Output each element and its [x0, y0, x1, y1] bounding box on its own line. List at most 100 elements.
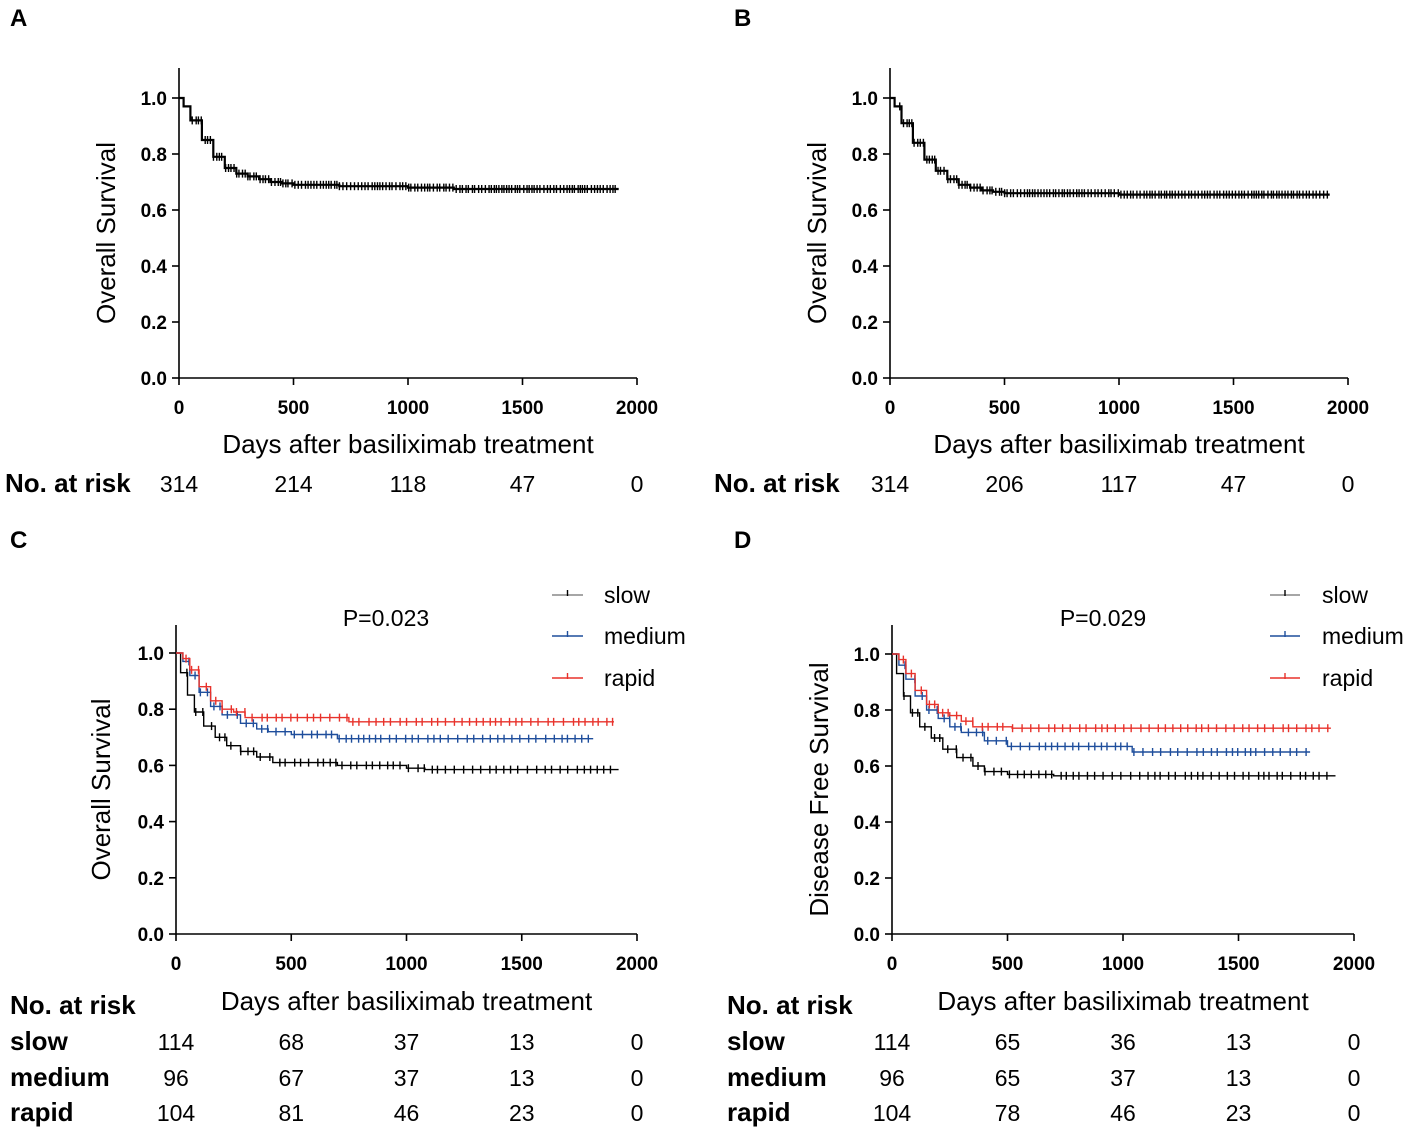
survival-curve-rapid: [176, 652, 614, 723]
risk-count: 96: [163, 1065, 189, 1091]
series-slow: [176, 652, 619, 774]
risk-count: 37: [1110, 1065, 1136, 1091]
panel-letter: B: [734, 5, 751, 32]
x-tick-label: 500: [989, 398, 1021, 419]
risk-count: 37: [394, 1029, 420, 1055]
risk-table: No. at risk 314 214 118 47 0: [5, 468, 643, 498]
risk-count: 13: [509, 1065, 535, 1091]
risk-row-label-medium: medium: [727, 1062, 827, 1092]
risk-table-heading: No. at risk: [727, 990, 853, 1020]
risk-count: 65: [995, 1065, 1021, 1091]
risk-count: 37: [394, 1065, 420, 1091]
series-all: [890, 96, 1330, 199]
risk-table-heading: No. at risk: [714, 468, 840, 498]
p-value: P=0.023: [343, 605, 429, 631]
y-tick-label: 0.4: [852, 257, 879, 278]
legend-label-medium: medium: [1322, 623, 1404, 649]
y-tick-label: 0.4: [141, 257, 168, 278]
risk-count: 0: [1342, 471, 1355, 497]
risk-count: 81: [278, 1100, 304, 1126]
risk-count: 206: [985, 471, 1023, 497]
risk-count: 0: [1348, 1029, 1361, 1055]
risk-table: No. at risk slow 114 68 37 13 0 medium 96 67 37 13 0…: [10, 990, 643, 1127]
risk-count: 114: [874, 1029, 911, 1055]
series-medium: [892, 653, 1311, 756]
risk-count: 65: [995, 1029, 1021, 1055]
risk-count: 13: [1226, 1065, 1252, 1091]
risk-count: 46: [1110, 1100, 1136, 1126]
x-tick-label: 1000: [385, 954, 427, 975]
risk-count: 47: [510, 471, 536, 497]
y-tick-label: 0.8: [854, 701, 880, 722]
panel-letter: D: [734, 527, 751, 554]
risk-count: 36: [1110, 1029, 1136, 1055]
y-tick-label: 0.6: [138, 756, 164, 777]
risk-count: 0: [1348, 1065, 1361, 1091]
panel-d: D 0.0 0.2 0.4 0.6 0.8 1.0 0 500 1000 1500 2000 Days …: [727, 527, 1404, 1127]
risk-row-label-medium: medium: [10, 1062, 110, 1092]
y-tick-label: 1.0: [852, 89, 878, 110]
legend-label-rapid: rapid: [1322, 665, 1373, 691]
y-tick-label: 0.0: [852, 369, 878, 390]
legend-label-rapid: rapid: [604, 665, 655, 691]
x-tick-label: 500: [275, 954, 307, 975]
y-tick-label: 1.0: [854, 645, 880, 666]
y-tick-label: 1.0: [141, 89, 167, 110]
y-tick-label: 0.0: [141, 369, 167, 390]
risk-row-label-rapid: rapid: [727, 1097, 791, 1127]
risk-count: 214: [274, 471, 313, 497]
risk-row-label-rapid: rapid: [10, 1097, 74, 1127]
x-tick-label: 1000: [1102, 954, 1144, 975]
x-tick-label: 1500: [501, 398, 543, 419]
series-slow: [892, 653, 1336, 780]
survival-curve-medium: [176, 652, 594, 740]
risk-count: 47: [1221, 471, 1247, 497]
x-tick-label: 1500: [1217, 954, 1259, 975]
panel-letter: A: [10, 5, 27, 32]
y-axis-title: Overall Survival: [91, 142, 121, 324]
x-tick-label: 0: [171, 954, 182, 975]
legend: slow medium rapid: [1270, 582, 1404, 691]
y-tick-label: 0.6: [854, 757, 880, 778]
risk-count: 23: [1226, 1100, 1252, 1126]
risk-count: 118: [390, 471, 427, 497]
y-tick-label: 0.2: [852, 313, 878, 334]
risk-count: 68: [278, 1029, 304, 1055]
risk-count: 0: [631, 1029, 644, 1055]
series-rapid: [176, 652, 614, 726]
x-tick-label: 1000: [1098, 398, 1140, 419]
risk-count: 314: [871, 471, 910, 497]
x-axis-title: Days after basiliximab treatment: [937, 986, 1309, 1016]
x-axis-title: Days after basiliximab treatment: [221, 986, 593, 1016]
risk-count: 0: [631, 1100, 644, 1126]
panel-letter: C: [10, 527, 27, 554]
risk-count: 46: [394, 1100, 420, 1126]
y-tick-label: 0.8: [852, 145, 878, 166]
risk-count: 0: [1348, 1100, 1361, 1126]
risk-count: 104: [157, 1100, 196, 1126]
x-tick-label: 2000: [1327, 398, 1369, 419]
risk-table: No. at risk slow 114 65 36 13 0 medium 96 65 37 13 0…: [727, 990, 1360, 1127]
risk-row-label-slow: slow: [727, 1026, 786, 1056]
risk-count: 0: [631, 1065, 644, 1091]
x-tick-label: 1500: [501, 954, 543, 975]
y-tick-label: 0.0: [854, 925, 880, 946]
risk-count: 0: [631, 471, 644, 497]
risk-count: 117: [1101, 471, 1138, 497]
risk-count: 23: [509, 1100, 535, 1126]
series-all: [179, 96, 619, 193]
x-tick-label: 2000: [616, 398, 658, 419]
y-tick-label: 0.8: [138, 700, 164, 721]
risk-count: 13: [509, 1029, 535, 1055]
legend-label-medium: medium: [604, 623, 686, 649]
x-tick-label: 0: [887, 954, 898, 975]
y-axis-title: Disease Free Survival: [804, 662, 834, 916]
y-axis-title: Overall Survival: [802, 142, 832, 324]
y-tick-label: 0.2: [138, 869, 164, 890]
risk-count: 314: [160, 471, 199, 497]
x-tick-label: 500: [278, 398, 310, 419]
x-tick-label: 1000: [387, 398, 429, 419]
risk-count: 104: [873, 1100, 912, 1126]
risk-table-heading: No. at risk: [10, 990, 136, 1020]
